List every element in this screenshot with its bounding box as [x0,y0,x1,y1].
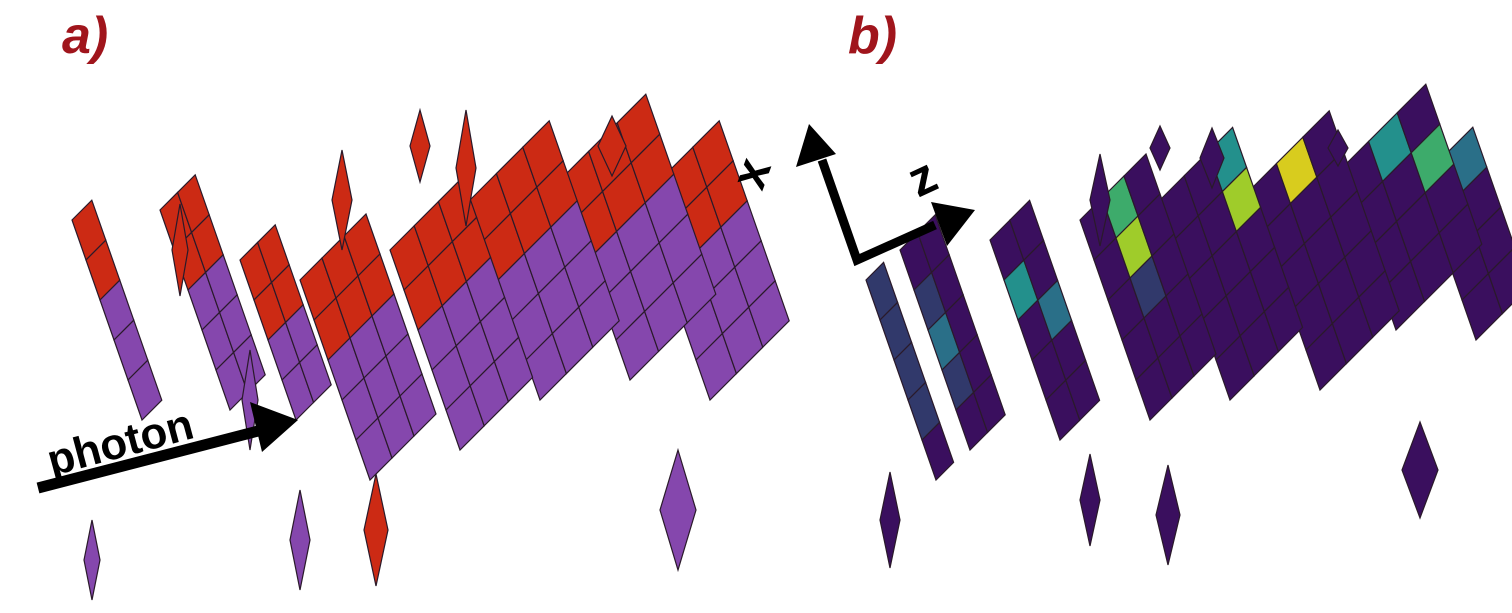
axis-z-label: z [899,147,945,208]
detector-cell [241,349,259,451]
detector-cell [921,421,955,482]
detector-cell [1401,420,1439,520]
detector-cell [289,489,311,591]
detector-cell [1327,128,1349,168]
detector-cell [1149,124,1171,172]
detector-cell [331,149,353,251]
detector-cell [879,471,901,569]
detector-cell [171,203,189,297]
detector-cell [363,473,389,587]
detector-cell [972,373,1006,434]
photon-label: photon [42,400,199,486]
detector-cell [1438,203,1483,274]
detector-cell [399,372,437,438]
detector-cell [1065,359,1101,422]
photon-arrow-icon [36,402,298,494]
panel-b-label: b) [848,7,898,65]
detector-cell [127,359,163,422]
detector-cell [1155,464,1181,566]
detector-cell [409,107,431,185]
detector-cell [578,279,620,349]
detector-cell [597,114,627,178]
axes-icon [796,124,975,267]
panel-a-label: a) [62,7,109,65]
detector-cell [672,253,717,324]
detector-cell [1179,312,1217,378]
detector-cell [1199,126,1225,190]
detector-cell [493,336,534,403]
panel-b-tiles [865,83,1512,569]
detector-cell [1473,206,1512,275]
detector-cell [1079,453,1101,547]
detector-cell [1487,249,1512,315]
detector-cell [1089,153,1111,247]
detector-cell [83,519,101,601]
detector-cell [455,109,477,227]
panel-a-tiles [71,93,790,601]
detector-cell [298,343,332,404]
detector-cell [659,447,697,573]
detector-cell [1358,269,1400,339]
detector-cell [1263,286,1304,353]
detector-cell [748,279,790,349]
